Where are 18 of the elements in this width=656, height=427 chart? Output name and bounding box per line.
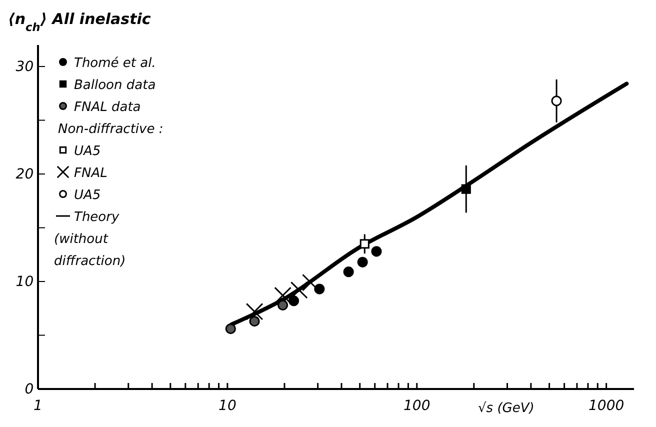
annotation: Non-diffractive : <box>58 122 164 137</box>
legend-label: FNAL data <box>74 100 141 115</box>
x-axis-title: √s (GeV) <box>478 401 534 416</box>
x-tick-label: 10 <box>218 398 236 414</box>
legend-label: FNAL <box>74 166 108 181</box>
y-axis-title: ⟨n$_{ch}$⟩ All inelastic <box>8 10 151 34</box>
legend-label: Balloon data <box>74 78 156 93</box>
y-tick-label: 20 <box>16 166 34 182</box>
legend-label: UA5 <box>74 144 101 159</box>
x-tick-label: 1 <box>34 398 42 414</box>
y-tick-label: 30 <box>16 58 34 75</box>
legend-label: Theory (without diffraction) <box>54 210 126 269</box>
legend-label: UA5 <box>74 188 101 203</box>
y-tick-label: 0 <box>24 381 34 398</box>
x-tick-label: 100 <box>404 398 430 414</box>
y-tick-label: 10 <box>16 274 34 290</box>
legend-label: Thomé et al. <box>74 56 156 71</box>
x-tick-label: 1000 <box>588 398 624 414</box>
